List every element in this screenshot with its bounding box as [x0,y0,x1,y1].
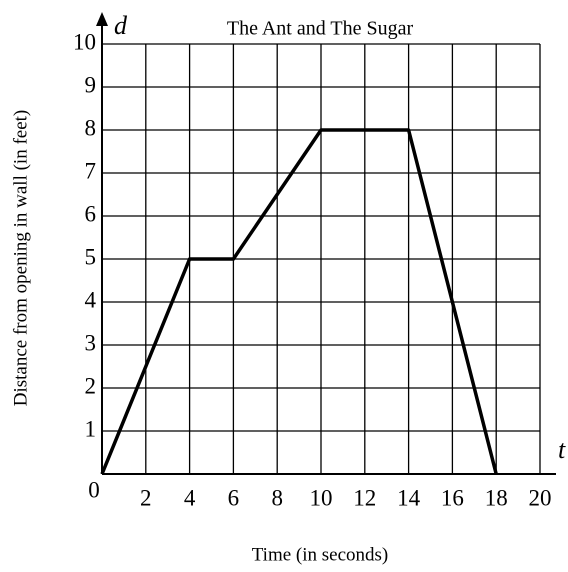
y-tick-label: 10 [73,29,96,54]
y-axis-arrow [96,12,108,26]
x-tick-label: 18 [485,485,508,510]
y-tick-label: 1 [85,416,97,441]
y-tick-label: 7 [85,158,97,183]
y-axis-name: d [114,11,128,40]
x-tick-label: 10 [310,485,333,510]
data-line [100,128,498,475]
x-tick-label: 14 [397,485,421,510]
y-tick-label: 8 [85,115,97,140]
x-tick-label: 0 [88,477,100,502]
y-tick-label: 3 [85,330,97,355]
x-tick-label: 6 [228,485,240,510]
y-tick-label: 6 [85,201,97,226]
x-axis-label: Time (in seconds) [252,544,389,565]
y-tick-label: 2 [85,373,97,398]
x-tick-label: 12 [353,485,376,510]
x-tick-label: 16 [441,485,464,510]
y-tick-label: 9 [85,72,97,97]
x-tick-label: 4 [184,485,196,510]
y-tick-label: 5 [85,244,97,269]
x-axis-name: t [558,435,566,464]
y-tick-label: 4 [85,287,97,312]
chart-title: The Ant and The Sugar [227,18,414,40]
x-tick-label: 8 [271,485,283,510]
y-axis-label: Distance from opening in wall (in feet) [10,110,31,407]
x-tick-label: 2 [140,485,152,510]
x-tick-label: 20 [529,485,552,510]
